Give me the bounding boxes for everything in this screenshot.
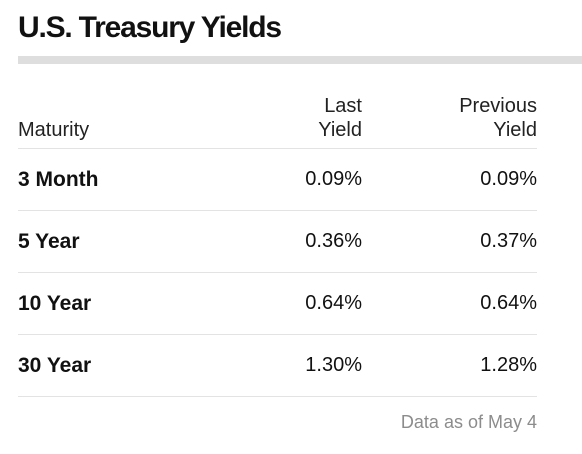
last-yield-cell: 0.36%: [305, 230, 362, 252]
table-row: 10 Year 0.64% 0.64%: [18, 273, 537, 335]
header-last-yield-line2: Yield: [318, 119, 362, 141]
table-row: 3 Month 0.09% 0.09%: [18, 149, 537, 211]
title-divider: [18, 56, 582, 64]
header-previous-yield: Previous Yield: [459, 94, 537, 142]
table-header-row: Maturity Last Yield Previous Yield: [18, 92, 537, 149]
table-row: 30 Year 1.30% 1.28%: [18, 335, 537, 397]
header-previous-yield-line2: Yield: [493, 119, 537, 141]
maturity-cell: 30 Year: [18, 354, 92, 377]
header-last-yield-line1: Last: [324, 95, 362, 117]
data-as-of-note: Data as of May 4: [400, 412, 537, 432]
treasury-yields-widget: U.S. Treasury Yields Maturity Last Yield…: [18, 0, 582, 454]
yields-table: Maturity Last Yield Previous Yield 3 Mon…: [18, 92, 537, 397]
previous-yield-cell: 0.64%: [480, 292, 537, 314]
maturity-cell: 10 Year: [18, 292, 92, 315]
maturity-cell: 5 Year: [18, 230, 80, 253]
previous-yield-cell: 0.37%: [480, 230, 537, 252]
previous-yield-cell: 0.09%: [480, 168, 537, 190]
header-last-yield: Last Yield: [318, 94, 362, 142]
table-row: 5 Year 0.36% 0.37%: [18, 211, 537, 273]
widget-title: U.S. Treasury Yields: [18, 11, 282, 44]
header-maturity: Maturity: [18, 119, 90, 141]
last-yield-cell: 0.64%: [305, 292, 362, 314]
last-yield-cell: 0.09%: [305, 168, 362, 190]
maturity-cell: 3 Month: [18, 168, 99, 191]
header-previous-yield-line1: Previous: [459, 95, 537, 117]
previous-yield-cell: 1.28%: [480, 354, 537, 376]
last-yield-cell: 1.30%: [305, 354, 362, 376]
